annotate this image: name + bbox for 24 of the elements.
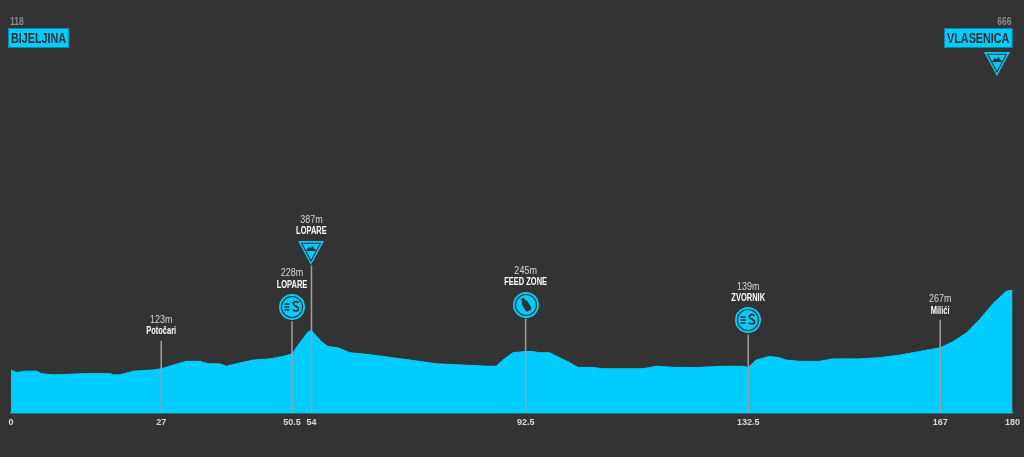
text: 245m bbox=[514, 264, 537, 277]
x-tick-label: 132.5 bbox=[736, 416, 760, 427]
text: 666 bbox=[997, 16, 1012, 27]
annotation: 139m bbox=[736, 280, 760, 293]
x-tick-label: 167 bbox=[932, 416, 948, 427]
text: 118 bbox=[10, 16, 24, 27]
text: LOPARE bbox=[276, 278, 308, 290]
text: BIJELJINA bbox=[11, 28, 67, 47]
text: 387m bbox=[300, 213, 323, 226]
x-tick-label: 180 bbox=[1004, 416, 1021, 427]
x-tick-label: 50.5 bbox=[283, 416, 301, 427]
text: VLASENICA bbox=[947, 28, 1010, 47]
x-tick-label: 54 bbox=[306, 416, 317, 427]
text: FEED ZONE bbox=[504, 276, 548, 288]
annotation: 123m bbox=[149, 313, 173, 326]
annotation: Potočari bbox=[146, 325, 177, 337]
x-tick-label: 92.5 bbox=[516, 416, 535, 427]
annotation: Milići bbox=[930, 304, 950, 316]
x-tick-label: 27 bbox=[156, 416, 167, 427]
annotation: 267m bbox=[928, 292, 952, 305]
annotation: ZVORNIK bbox=[731, 292, 766, 304]
x-tick-label: 0 bbox=[8, 416, 14, 427]
text: LOPARE bbox=[296, 225, 327, 237]
text: 228m bbox=[280, 266, 304, 279]
